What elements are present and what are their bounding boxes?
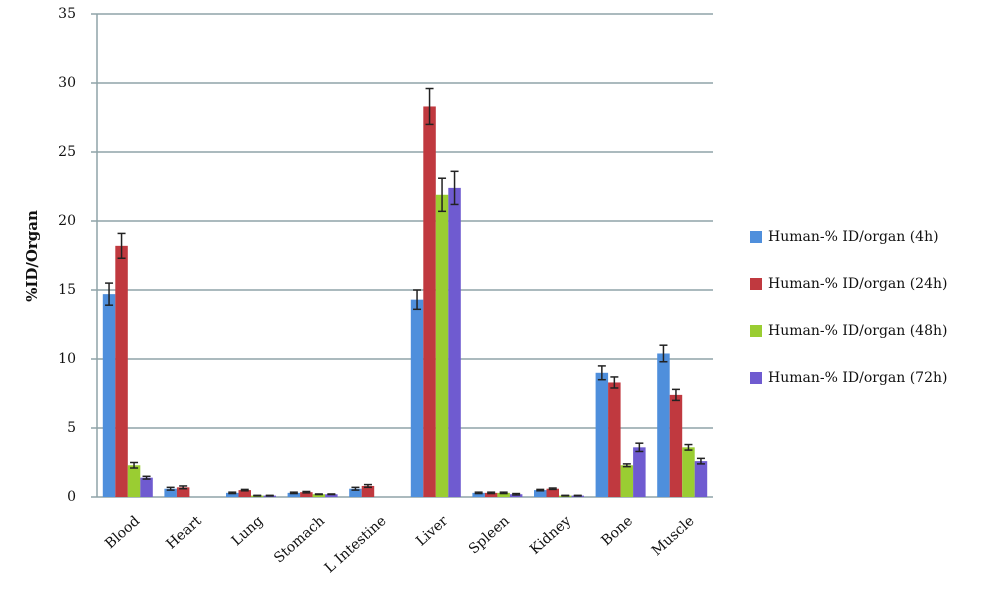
bar xyxy=(472,492,485,497)
x-tick-label: Spleen xyxy=(466,513,513,557)
bar xyxy=(435,194,449,497)
error-bar xyxy=(240,488,249,492)
y-tick-label: 10 xyxy=(58,351,76,367)
y-tick-label: 25 xyxy=(58,144,76,160)
error-bar xyxy=(671,388,680,402)
bar xyxy=(448,187,461,497)
error-bar xyxy=(438,177,447,213)
bar xyxy=(657,353,670,497)
error-bar xyxy=(265,494,274,497)
x-tick-label: Lung xyxy=(229,513,267,549)
y-tick-label: 30 xyxy=(58,75,76,91)
bar xyxy=(595,372,609,497)
error-bar xyxy=(536,488,545,492)
x-tick-label: Kidney xyxy=(527,513,574,558)
bar xyxy=(349,488,362,497)
error-bar xyxy=(487,491,496,495)
error-bar xyxy=(327,493,336,496)
x-tick-label: Liver xyxy=(413,513,451,550)
bar xyxy=(287,492,301,497)
error-bar xyxy=(512,492,521,496)
y-tick-label: 20 xyxy=(58,213,76,229)
error-bar xyxy=(610,376,619,389)
error-bar xyxy=(622,463,631,468)
legend-label: Human-% ID/organ (72h) xyxy=(768,370,947,386)
bar xyxy=(140,477,153,497)
error-bar xyxy=(179,485,188,490)
error-bar xyxy=(289,491,298,495)
bar xyxy=(534,490,547,497)
y-tick-label: 35 xyxy=(58,6,76,22)
error-bar xyxy=(684,443,693,451)
error-bar xyxy=(597,365,606,381)
bar xyxy=(312,494,326,497)
error-bar xyxy=(363,483,372,489)
y-axis-label: %ID/Organ xyxy=(23,210,41,302)
legend-swatch xyxy=(750,325,762,337)
error-bar xyxy=(117,232,126,260)
bar xyxy=(497,492,510,497)
bar xyxy=(238,490,251,497)
bar xyxy=(127,465,141,497)
error-bar xyxy=(425,87,434,126)
error-bar xyxy=(302,490,311,494)
bar xyxy=(423,106,436,498)
error-bar xyxy=(105,282,114,306)
error-bar xyxy=(130,461,139,469)
error-bar xyxy=(166,486,175,491)
legend-swatch xyxy=(750,278,762,290)
bar xyxy=(682,447,695,497)
bar xyxy=(620,465,634,497)
error-bar xyxy=(635,442,644,453)
error-bar xyxy=(314,493,323,496)
bar xyxy=(484,492,498,497)
bar xyxy=(608,382,621,497)
y-tick-label: 0 xyxy=(67,489,76,505)
legend-label: Human-% ID/organ (48h) xyxy=(768,323,947,339)
legend-swatch xyxy=(750,231,762,243)
x-tick-label: L Intestine xyxy=(322,513,390,576)
error-bar xyxy=(474,491,483,495)
bar xyxy=(226,492,239,497)
error-bar xyxy=(499,491,508,495)
legend-swatch xyxy=(750,372,762,384)
x-tick-label: Muscle xyxy=(649,513,698,559)
bar xyxy=(176,487,190,497)
error-bar xyxy=(561,494,570,497)
error-bar xyxy=(696,457,705,465)
bar xyxy=(164,488,177,497)
error-bar xyxy=(228,491,237,495)
error-bar xyxy=(450,170,459,206)
y-tick-label: 15 xyxy=(58,282,76,298)
bar xyxy=(102,294,116,497)
bar xyxy=(115,245,128,497)
bar xyxy=(694,461,708,497)
x-tick-label: Stomach xyxy=(271,513,328,566)
bar xyxy=(300,492,313,497)
error-bar xyxy=(351,486,360,491)
bar xyxy=(633,447,646,497)
error-bar xyxy=(413,289,422,311)
y-tick-label: 5 xyxy=(67,420,76,436)
error-bar xyxy=(548,487,557,491)
bar xyxy=(361,485,375,497)
bar xyxy=(410,299,424,497)
bar xyxy=(546,488,559,497)
x-tick-label: Bone xyxy=(598,513,635,549)
error-bar xyxy=(253,494,262,497)
error-bar xyxy=(573,494,582,497)
error-bar xyxy=(142,475,151,480)
bar xyxy=(325,494,338,497)
legend-label: Human-% ID/organ (4h) xyxy=(768,229,939,245)
legend-label: Human-% ID/organ (24h) xyxy=(768,276,947,292)
x-tick-label: Heart xyxy=(163,513,205,553)
error-bar xyxy=(659,344,668,363)
bar xyxy=(669,394,683,497)
x-tick-label: Blood xyxy=(102,513,143,552)
